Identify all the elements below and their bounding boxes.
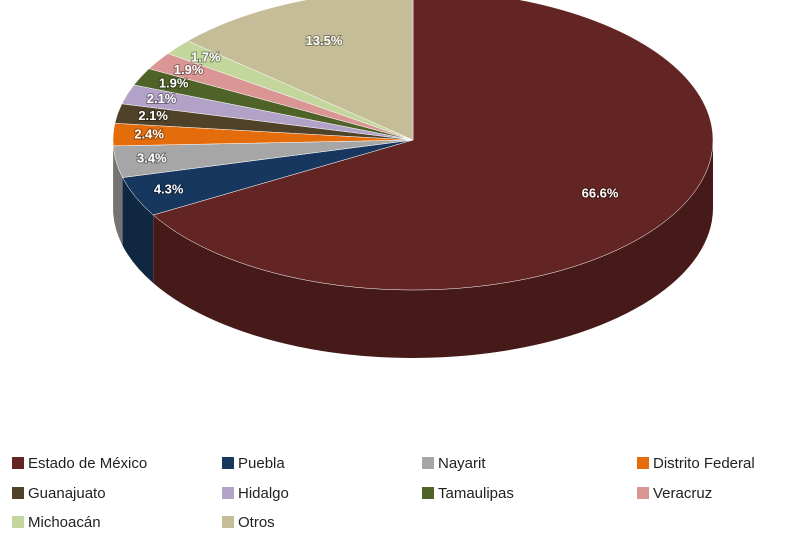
legend-label: Estado de México (28, 455, 147, 472)
legend-swatch (222, 457, 234, 469)
legend-label: Veracruz (653, 485, 712, 502)
pie-slice (187, 0, 414, 141)
legend-swatch (12, 487, 24, 499)
pie-slice (152, 0, 714, 291)
legend-swatch (637, 487, 649, 499)
legend-label: Tamaulipas (438, 485, 514, 502)
legend-label: Guanajuato (28, 485, 106, 502)
legend-swatch (12, 516, 24, 528)
data-label: 2.4% (134, 127, 164, 142)
legend-label: Puebla (238, 455, 285, 472)
data-label: 66.6% (582, 185, 619, 200)
legend-swatch (222, 487, 234, 499)
data-label: 1.9% (159, 76, 189, 91)
pie-side (122, 177, 154, 283)
pie-side (153, 140, 713, 358)
pie-side (113, 145, 123, 246)
data-label: 4.3% (154, 181, 184, 196)
data-label: 1.9% (174, 62, 204, 77)
legend-swatch (222, 516, 234, 528)
data-label: 2.1% (138, 108, 168, 123)
data-label: 3.4% (137, 151, 167, 166)
data-label: 13.5% (306, 33, 343, 48)
data-label: 2.1% (147, 91, 177, 106)
legend-swatch (422, 487, 434, 499)
legend-label: Otros (238, 514, 275, 531)
legend-label: Michoacán (28, 514, 101, 531)
legend-label: Nayarit (438, 455, 486, 472)
legend-swatch (637, 457, 649, 469)
legend-swatch (422, 457, 434, 469)
legend-label: Hidalgo (238, 485, 289, 502)
data-label: 1.7% (191, 50, 221, 65)
legend-label: Distrito Federal (653, 455, 755, 472)
legend-swatch (12, 457, 24, 469)
